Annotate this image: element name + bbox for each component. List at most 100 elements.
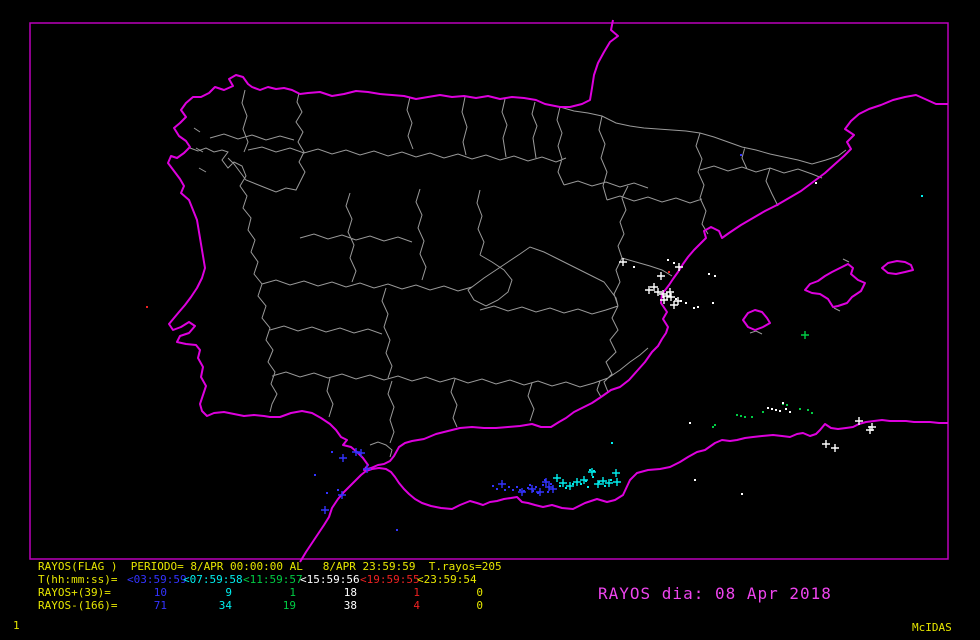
lightning-marker bbox=[565, 487, 567, 489]
lightning-marker bbox=[611, 442, 613, 444]
lightning-marker bbox=[866, 426, 874, 434]
lightning-marker bbox=[771, 408, 773, 410]
frame-number: 1 bbox=[13, 619, 20, 632]
lightning-marker bbox=[613, 478, 621, 486]
positive-count-2: 9 bbox=[225, 586, 232, 599]
lightning-marker bbox=[799, 408, 801, 410]
lightning-markers bbox=[146, 154, 923, 531]
legend-time-seg-4: <15:59:56 bbox=[300, 573, 360, 586]
lightning-marker bbox=[654, 288, 662, 296]
lightning-marker bbox=[855, 417, 863, 425]
lightning-marker bbox=[659, 290, 667, 298]
lightning-marker bbox=[544, 479, 546, 481]
lightning-marker bbox=[559, 485, 561, 487]
lightning-marker bbox=[146, 306, 148, 308]
lightning-marker bbox=[740, 154, 742, 156]
lightning-marker bbox=[357, 449, 365, 457]
lightning-marker bbox=[508, 486, 510, 488]
lightning-marker bbox=[689, 422, 691, 424]
lightning-marker bbox=[338, 491, 346, 499]
lightning-marker bbox=[516, 486, 518, 488]
lightning-marker bbox=[496, 488, 498, 490]
lightning-marker bbox=[580, 483, 582, 485]
legend-time-seg-1: <03:59:59 bbox=[127, 573, 187, 586]
lightning-marker bbox=[532, 490, 534, 492]
lightning-marker bbox=[504, 489, 506, 491]
lightning-marker bbox=[741, 493, 743, 495]
lightning-marker bbox=[685, 302, 687, 304]
negative-count-5: 4 bbox=[413, 599, 420, 612]
lightning-marker bbox=[811, 412, 813, 414]
island-mallorca bbox=[804, 263, 866, 308]
lightning-marker bbox=[815, 182, 817, 184]
lightning-marker bbox=[589, 469, 591, 471]
lightning-marker bbox=[751, 416, 753, 418]
legend-time-label: T(hh:mm:ss)= bbox=[38, 573, 118, 586]
lightning-marker bbox=[523, 490, 525, 492]
lightning-marker bbox=[762, 411, 764, 413]
lightning-marker bbox=[598, 481, 600, 483]
positive-count-6: 0 bbox=[476, 586, 483, 599]
lightning-marker bbox=[512, 489, 514, 491]
lightning-marker bbox=[535, 486, 537, 488]
lightning-marker bbox=[326, 492, 328, 494]
lightning-marker bbox=[572, 483, 574, 485]
lightning-marker bbox=[573, 478, 581, 486]
lightning-marker bbox=[547, 491, 549, 493]
lightning-marker bbox=[767, 407, 769, 409]
coastline-africa bbox=[299, 419, 948, 563]
lightning-marker bbox=[550, 483, 552, 485]
legend-time-seg-6: <23:59:54 bbox=[417, 573, 477, 586]
lightning-marker bbox=[587, 486, 589, 488]
lightning-marker bbox=[667, 259, 669, 261]
lightning-marker bbox=[921, 195, 923, 197]
lightning-marker bbox=[786, 404, 788, 406]
positive-count-5: 1 bbox=[413, 586, 420, 599]
lightning-marker bbox=[492, 485, 494, 487]
lightning-marker bbox=[693, 307, 695, 309]
lightning-marker bbox=[782, 402, 784, 404]
legend-positive-label: RAYOS+(39)= bbox=[38, 586, 111, 599]
lightning-marker bbox=[605, 479, 613, 487]
positive-count-3: 1 bbox=[289, 586, 296, 599]
legend-period-line: RAYOS(FLAG ) PERIODO= 8/APR 00:00:00 AL … bbox=[38, 560, 502, 573]
island-ibiza bbox=[742, 309, 771, 331]
coastline-iberia bbox=[167, 19, 948, 471]
lightning-marker bbox=[650, 283, 658, 291]
positive-count-4: 18 bbox=[343, 586, 357, 599]
lightning-marker bbox=[712, 426, 714, 428]
island-menorca bbox=[881, 260, 914, 275]
lightning-marker bbox=[666, 288, 674, 296]
lightning-marker bbox=[807, 409, 809, 411]
lightning-marker bbox=[670, 301, 678, 309]
lightning-marker bbox=[822, 440, 830, 448]
negative-count-6: 0 bbox=[476, 599, 483, 612]
lightning-marker bbox=[599, 477, 607, 485]
legend-time-seg-3: <11:59:57 bbox=[243, 573, 303, 586]
negative-count-1: 71 bbox=[153, 599, 167, 612]
lightning-marker bbox=[612, 469, 620, 477]
lightning-marker bbox=[553, 474, 561, 482]
legend-time-seg-5: <19:59:55 bbox=[360, 573, 420, 586]
lightning-marker bbox=[712, 302, 714, 304]
mcidas-watermark: McIDAS bbox=[912, 621, 952, 634]
lightning-marker bbox=[740, 415, 742, 417]
lightning-marker bbox=[694, 479, 696, 481]
lightning-marker bbox=[680, 300, 682, 302]
lightning-marker bbox=[527, 487, 529, 489]
lightning-marker bbox=[633, 266, 635, 268]
lightning-marker bbox=[592, 476, 594, 478]
lightning-marker bbox=[714, 275, 716, 277]
lightning-marker bbox=[675, 263, 683, 271]
lightning-marker bbox=[785, 408, 787, 410]
lightning-marker bbox=[667, 293, 675, 301]
lightning-marker bbox=[549, 485, 557, 493]
lightning-marker bbox=[331, 451, 333, 453]
negative-count-2: 34 bbox=[218, 599, 232, 612]
positive-count-1: 10 bbox=[153, 586, 167, 599]
lightning-marker bbox=[542, 484, 544, 486]
lightning-marker bbox=[396, 529, 398, 531]
lightning-marker bbox=[714, 424, 716, 426]
lightning-marker bbox=[645, 286, 653, 294]
